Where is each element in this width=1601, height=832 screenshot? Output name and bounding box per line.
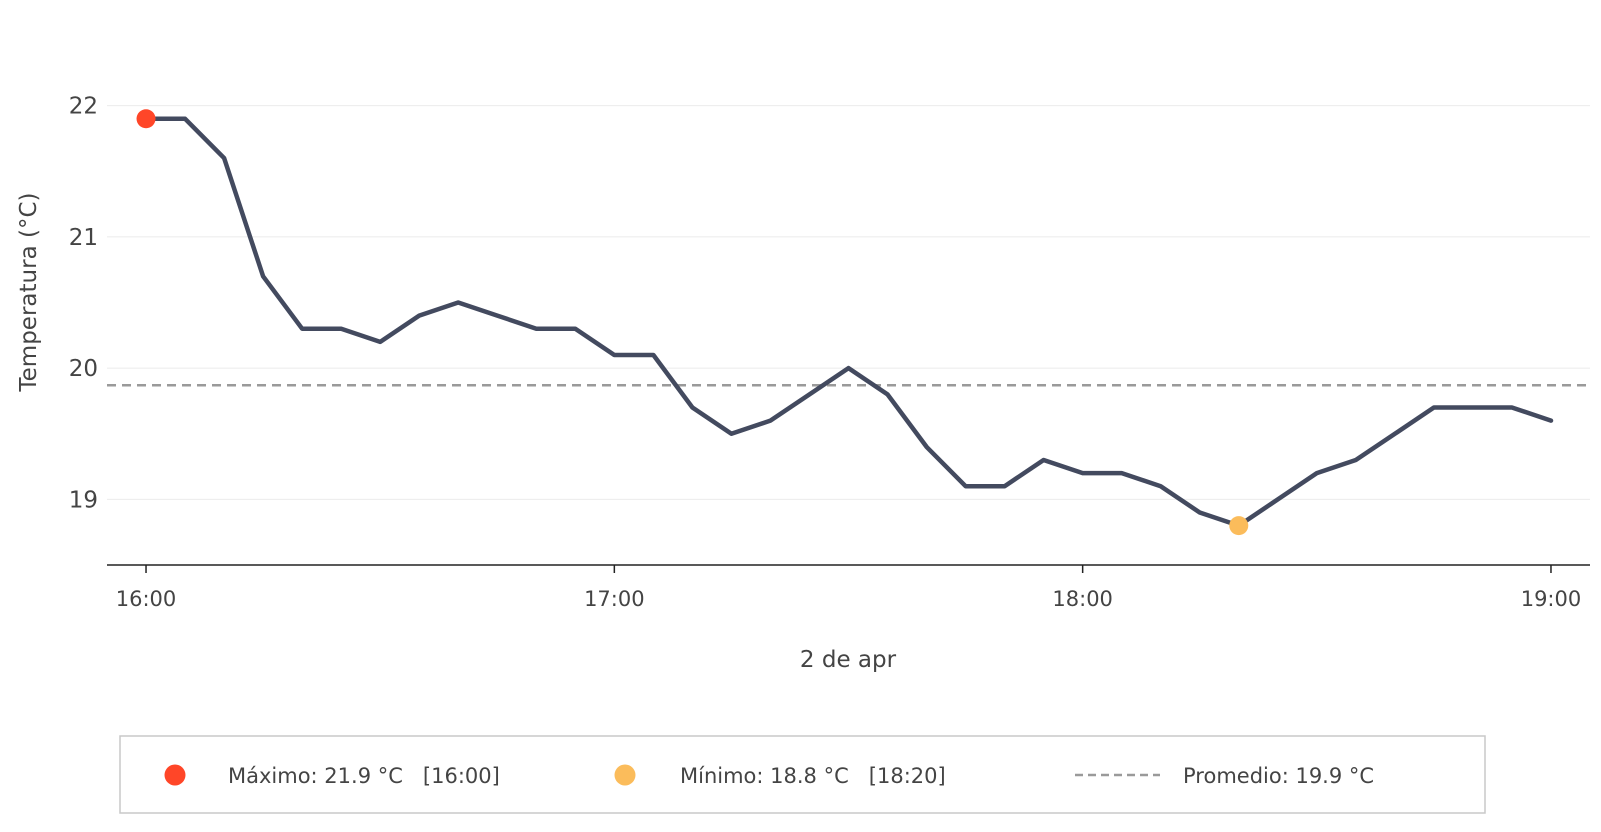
- extreme-markers: [136, 109, 1249, 536]
- y-axis-label: Temperatura (°C): [16, 193, 42, 393]
- x-tick-label: 17:00: [584, 587, 645, 611]
- y-tick-labels: 19 20 21 22: [69, 94, 98, 514]
- legend-marker: [614, 764, 636, 786]
- y-tick-label: 22: [69, 94, 98, 120]
- temperature-series-line: [143, 116, 1554, 528]
- legend-marker: [164, 764, 186, 786]
- x-tick-label: 18:00: [1052, 587, 1113, 611]
- max-point-marker: [136, 109, 156, 129]
- legend-label: Mínimo: 18.8 °C [18:20]: [680, 764, 946, 788]
- y-tick-label: 20: [69, 356, 98, 382]
- x-tick-label: 19:00: [1521, 587, 1582, 611]
- legend-label: Máximo: 21.9 °C [16:00]: [228, 764, 500, 788]
- y-tick-label: 19: [69, 487, 98, 513]
- min-point-marker: [1229, 516, 1249, 536]
- legend-items: Máximo: 21.9 °C [16:00] Mínimo: 18.8 °C […: [164, 764, 1374, 788]
- y-tick-label: 21: [69, 225, 98, 251]
- series-layer: [143, 116, 1554, 528]
- x-axis-label: 2 de apr: [800, 647, 897, 673]
- x-tick-labels: 16:00 17:00 18:00 19:00: [116, 565, 1581, 611]
- gridlines: [107, 105, 1590, 500]
- legend: Máximo: 21.9 °C [16:00] Mínimo: 18.8 °C […: [119, 735, 1486, 814]
- legend-box: [119, 735, 1486, 814]
- legend-label: Promedio: 19.9 °C: [1183, 764, 1374, 788]
- x-tick-label: 16:00: [116, 587, 177, 611]
